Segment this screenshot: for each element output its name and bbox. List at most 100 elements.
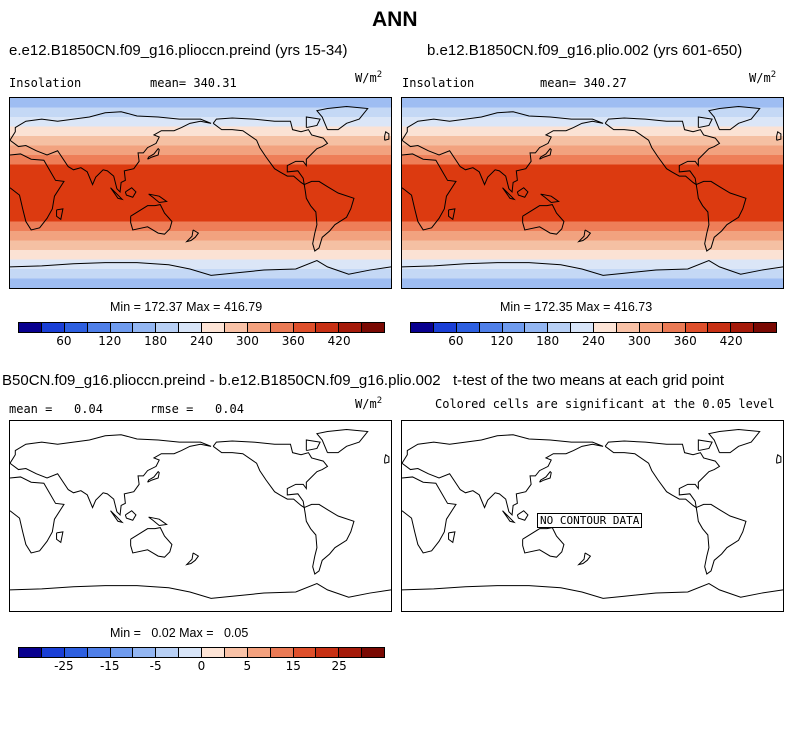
mean-label-bottom-left: mean = 0.04 bbox=[9, 402, 103, 416]
coastline bbox=[185, 229, 200, 243]
coastline bbox=[185, 552, 200, 566]
coastline bbox=[502, 510, 516, 524]
colorbar-cell bbox=[479, 323, 503, 332]
coastline bbox=[402, 434, 604, 517]
coastline bbox=[124, 187, 137, 198]
insolation-band bbox=[402, 269, 783, 279]
insolation-band bbox=[10, 183, 391, 194]
colorbar-tick-label: 0 bbox=[197, 659, 206, 673]
colorbar-cell bbox=[179, 323, 202, 332]
coastline bbox=[516, 187, 529, 198]
coastline bbox=[516, 510, 529, 521]
page-title: ANN bbox=[372, 8, 418, 31]
colorbar-tick-label: 120 bbox=[98, 334, 122, 348]
insolation-band bbox=[10, 117, 391, 127]
insolation-band bbox=[10, 269, 391, 279]
insolation-band bbox=[10, 250, 391, 260]
colorbar-cell bbox=[224, 323, 248, 332]
coastline bbox=[56, 531, 64, 544]
colorbar-cell bbox=[316, 648, 340, 657]
colorbar-cell bbox=[525, 323, 549, 332]
map-svg bbox=[402, 428, 783, 599]
coastline bbox=[147, 470, 160, 483]
coastline bbox=[10, 476, 65, 554]
subtitle-bottom-right: Colored cells are significant at the 0.0… bbox=[435, 397, 775, 411]
insolation-band bbox=[10, 202, 391, 213]
colorbar-tick-label: 240 bbox=[190, 334, 213, 348]
insolation-band bbox=[402, 126, 783, 137]
minmax-label-top-right: Min = 172.35 Max = 416.73 bbox=[500, 300, 653, 314]
colorbar-cell bbox=[639, 323, 663, 332]
insolation-band bbox=[10, 174, 391, 184]
coastline bbox=[776, 130, 782, 141]
insolation-band bbox=[402, 107, 783, 118]
colorbar-cell bbox=[502, 323, 526, 332]
colorbar-cell bbox=[133, 648, 157, 657]
coastline bbox=[305, 439, 321, 452]
colorbar-cell bbox=[270, 648, 294, 657]
colorbar-tick-label: 60 bbox=[448, 334, 464, 348]
units-label-top-left: W/m2 bbox=[355, 70, 383, 85]
insolation-band bbox=[10, 136, 391, 146]
colorbar-cell bbox=[571, 323, 594, 332]
insolation-band bbox=[10, 240, 391, 251]
colorbar-tick-label: 300 bbox=[235, 334, 259, 348]
colorbar-tick-label: 5 bbox=[243, 659, 252, 673]
colorbar-cell bbox=[133, 323, 157, 332]
rmse-label-bottom-left: rmse = 0.04 bbox=[150, 402, 244, 416]
insolation-band bbox=[10, 98, 391, 108]
coastline bbox=[384, 453, 390, 464]
insolation-band bbox=[402, 240, 783, 251]
colorbar-cell bbox=[362, 323, 384, 332]
map-panel-bottom-left bbox=[9, 420, 392, 612]
colorbar-cell bbox=[202, 648, 225, 657]
colorbar-tick-label: -25 bbox=[54, 659, 74, 673]
colorbar-cell bbox=[19, 648, 42, 657]
coastline bbox=[402, 259, 783, 276]
coastline bbox=[448, 208, 456, 221]
colorbar-cell bbox=[293, 323, 317, 332]
coastline bbox=[10, 153, 65, 231]
coastline bbox=[577, 552, 592, 566]
colorbar-tick-label: 300 bbox=[627, 334, 651, 348]
colorbar-cell bbox=[202, 323, 225, 332]
colorbar-cell bbox=[731, 323, 755, 332]
colorbar-cell bbox=[293, 648, 317, 657]
coastline bbox=[110, 187, 124, 201]
colorbar-cell bbox=[339, 648, 363, 657]
colorbar-tick-label: 360 bbox=[281, 334, 305, 348]
coastline bbox=[10, 259, 391, 276]
colorbar-tick-label: 240 bbox=[582, 334, 605, 348]
colorbar-tick-label: 180 bbox=[536, 334, 560, 348]
colorbar-cell bbox=[110, 648, 134, 657]
coastline bbox=[695, 180, 747, 252]
insolation-band bbox=[10, 212, 391, 222]
minmax-label-bottom-left: Min = 0.02 Max = 0.05 bbox=[110, 626, 249, 640]
colorbar-tick-label: 120 bbox=[490, 334, 514, 348]
coastline bbox=[384, 130, 390, 141]
colorbar-cell bbox=[247, 323, 271, 332]
insolation-band bbox=[402, 174, 783, 184]
panel-title-bottom-right: t-test of the two means at each grid poi… bbox=[453, 372, 724, 389]
colorbar-tick-label: 180 bbox=[144, 334, 168, 348]
map-panel-bottom-right: NO CONTOUR DATA bbox=[401, 420, 784, 612]
colorbar-bottom-left bbox=[18, 647, 385, 658]
coastline bbox=[148, 516, 168, 527]
coastline bbox=[776, 453, 782, 464]
variable-label-top-right: Insolation bbox=[402, 76, 475, 90]
colorbar-cell bbox=[179, 648, 202, 657]
insolation-band bbox=[402, 164, 783, 175]
colorbar-cell bbox=[19, 323, 42, 332]
minmax-label-top-left: Min = 172.37 Max = 416.79 bbox=[110, 300, 263, 314]
insolation-band bbox=[10, 126, 391, 137]
map-svg bbox=[10, 98, 391, 288]
colorbar-tick-label: 420 bbox=[327, 334, 351, 348]
coastline bbox=[303, 503, 355, 575]
coastline bbox=[697, 439, 713, 452]
insolation-band bbox=[402, 278, 783, 288]
insolation-band bbox=[402, 155, 783, 165]
colorbar-tick-label: 360 bbox=[673, 334, 697, 348]
insolation-band bbox=[10, 164, 391, 175]
units-label-bottom-left: W/m2 bbox=[355, 396, 383, 411]
coastline bbox=[539, 470, 552, 483]
